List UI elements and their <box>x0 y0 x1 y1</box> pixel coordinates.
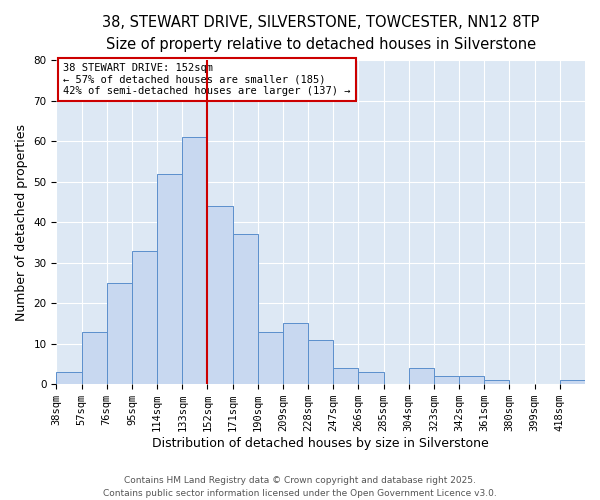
Bar <box>308 340 333 384</box>
Bar <box>358 372 383 384</box>
Bar <box>182 137 208 384</box>
X-axis label: Distribution of detached houses by size in Silverstone: Distribution of detached houses by size … <box>152 437 489 450</box>
Text: 38 STEWART DRIVE: 152sqm
← 57% of detached houses are smaller (185)
42% of semi-: 38 STEWART DRIVE: 152sqm ← 57% of detach… <box>64 63 351 96</box>
Bar <box>560 380 585 384</box>
Bar <box>484 380 509 384</box>
Bar <box>409 368 434 384</box>
Bar <box>157 174 182 384</box>
Title: 38, STEWART DRIVE, SILVERSTONE, TOWCESTER, NN12 8TP
Size of property relative to: 38, STEWART DRIVE, SILVERSTONE, TOWCESTE… <box>102 15 539 52</box>
Bar <box>107 283 132 384</box>
Bar <box>333 368 358 384</box>
Bar <box>434 376 459 384</box>
Bar <box>82 332 107 384</box>
Bar <box>132 250 157 384</box>
Y-axis label: Number of detached properties: Number of detached properties <box>15 124 28 321</box>
Bar <box>258 332 283 384</box>
Bar <box>208 206 233 384</box>
Bar <box>459 376 484 384</box>
Bar <box>233 234 258 384</box>
Bar <box>56 372 82 384</box>
Bar <box>283 324 308 384</box>
Text: Contains HM Land Registry data © Crown copyright and database right 2025.
Contai: Contains HM Land Registry data © Crown c… <box>103 476 497 498</box>
